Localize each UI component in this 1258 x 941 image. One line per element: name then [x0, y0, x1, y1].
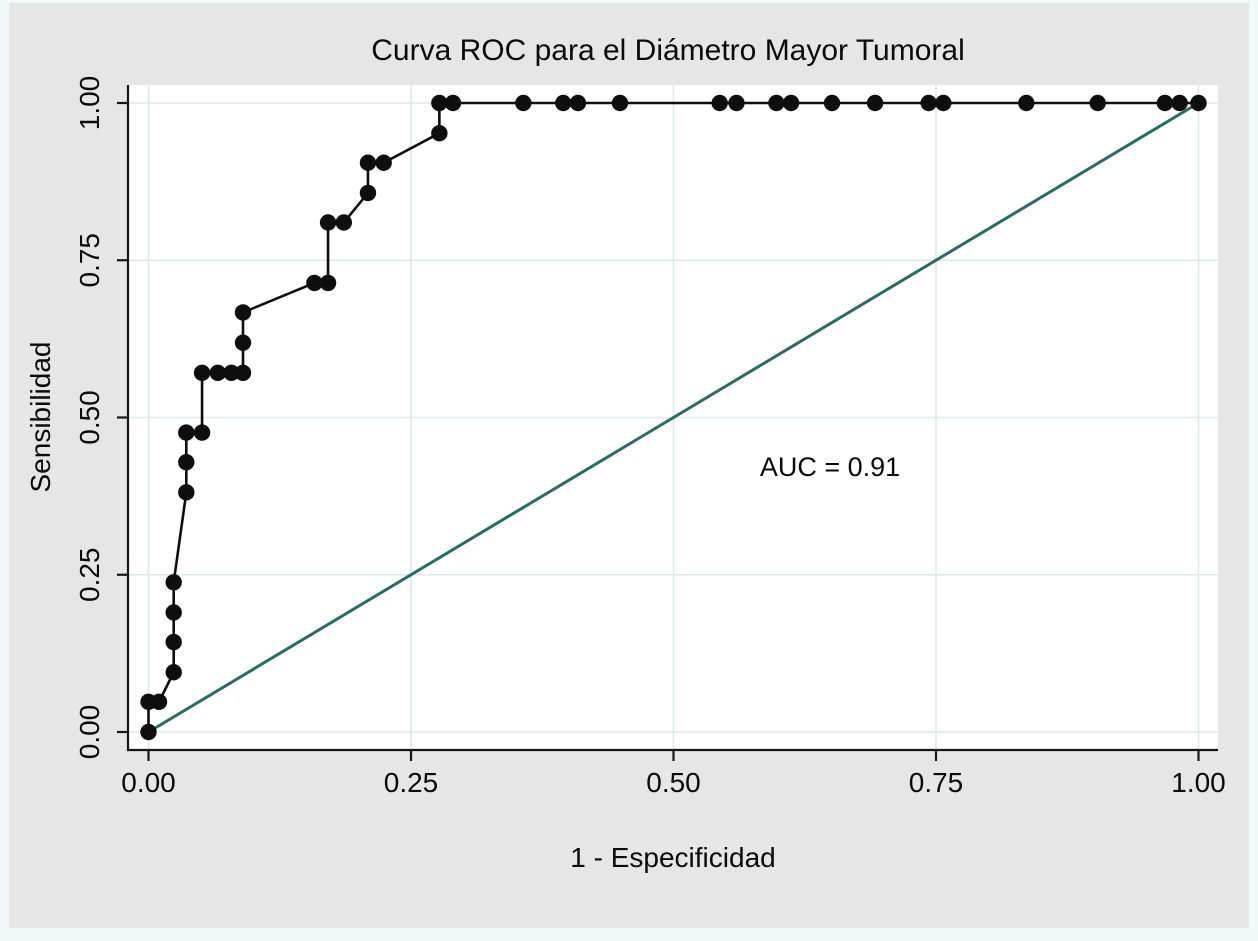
roc-point	[335, 214, 352, 231]
x-axis-title: 1 - Especificidad	[570, 842, 775, 873]
roc-point	[431, 124, 448, 142]
roc-point	[319, 214, 337, 231]
roc-point	[223, 364, 240, 382]
roc-point	[515, 94, 532, 112]
roc-point	[165, 604, 182, 621]
axis-layer	[117, 85, 1218, 761]
roc-point	[359, 184, 377, 202]
roc-point	[866, 94, 884, 112]
x-tick-label: 0.75	[909, 767, 964, 798]
x-tick-label: 0.50	[646, 767, 701, 798]
roc-point	[920, 94, 937, 112]
reference-diagonal-line	[147, 101, 1200, 734]
roc-point	[193, 424, 211, 441]
roc-point	[1190, 94, 1207, 112]
roc-point	[611, 94, 629, 112]
roc-point	[178, 424, 195, 441]
roc-point	[234, 364, 252, 382]
roc-point	[319, 274, 337, 292]
roc-point	[165, 664, 182, 681]
roc-point	[569, 94, 587, 112]
roc-point	[150, 693, 168, 711]
roc-point	[1018, 94, 1035, 112]
roc-point	[359, 154, 377, 171]
roc-point	[178, 453, 195, 471]
y-tick-label: 0.00	[74, 705, 105, 760]
auc-annotation: AUC = 0.91	[760, 452, 900, 482]
roc-point	[431, 94, 448, 112]
roc-point	[768, 94, 785, 112]
roc-point	[209, 364, 226, 382]
tick-label-layer: 0.00 0.25 0.50 0.75 1.00 0.00 0.25 0.50 0.75 1.00	[74, 76, 1226, 798]
roc-point	[234, 304, 252, 321]
roc-point	[935, 94, 952, 112]
roc-point	[375, 154, 392, 171]
roc-point	[1171, 94, 1188, 112]
y-tick-label: 1.00	[74, 76, 105, 131]
roc-point	[178, 484, 195, 501]
x-tick-label: 1.00	[1171, 767, 1226, 798]
y-tick-label: 0.50	[74, 390, 105, 445]
y-tick-label: 0.25	[74, 548, 105, 603]
roc-point	[1089, 94, 1106, 112]
x-tick-label: 0.00	[121, 767, 176, 798]
roc-point	[165, 633, 182, 651]
y-tick-label: 0.75	[74, 233, 105, 288]
roc-point	[306, 274, 323, 292]
roc-point	[823, 94, 841, 112]
roc-point	[555, 94, 572, 112]
roc-point	[140, 723, 157, 741]
roc-point	[193, 364, 211, 382]
roc-point	[728, 94, 745, 112]
chart-title: Curva ROC para el Diámetro Mayor Tumoral	[371, 34, 965, 67]
roc-point	[1156, 94, 1174, 112]
roc-point	[711, 94, 728, 112]
roc-point	[234, 334, 252, 351]
roc-point	[782, 94, 800, 112]
x-tick-label: 0.25	[384, 767, 439, 798]
y-axis-title: Sensibilidad	[25, 342, 56, 493]
roc-point	[165, 574, 182, 591]
series-layer	[140, 94, 1207, 741]
roc-point	[444, 94, 462, 112]
